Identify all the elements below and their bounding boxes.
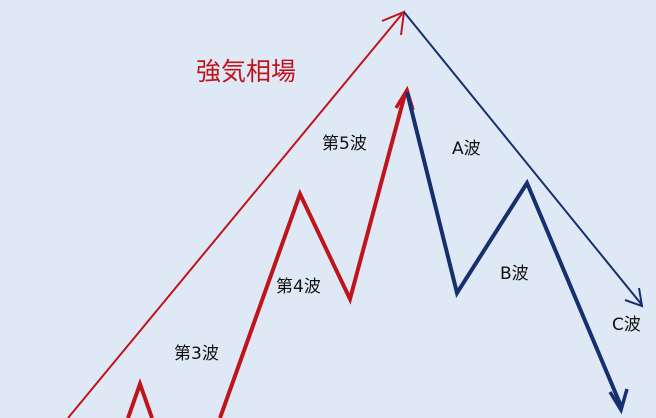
bull-impulse-wave <box>218 93 407 418</box>
wave5-label: 第5波 <box>322 134 367 154</box>
wave3-label: 第3波 <box>174 344 219 364</box>
bear-trend-arrowhead <box>624 287 644 308</box>
waveC-label: C波 <box>612 315 641 335</box>
bull-wave-line <box>126 377 154 418</box>
waveA-label: A波 <box>452 139 481 159</box>
wave4-label: 第4波 <box>276 277 321 297</box>
bear-corrective-wave <box>405 91 623 407</box>
bull-market-label: 強気相場 <box>196 57 297 86</box>
bear-corrective-arrowhead <box>608 388 629 415</box>
waveB-label: B波 <box>500 264 529 284</box>
bull-trend-line <box>67 13 403 418</box>
bear-trend-line <box>403 11 643 306</box>
